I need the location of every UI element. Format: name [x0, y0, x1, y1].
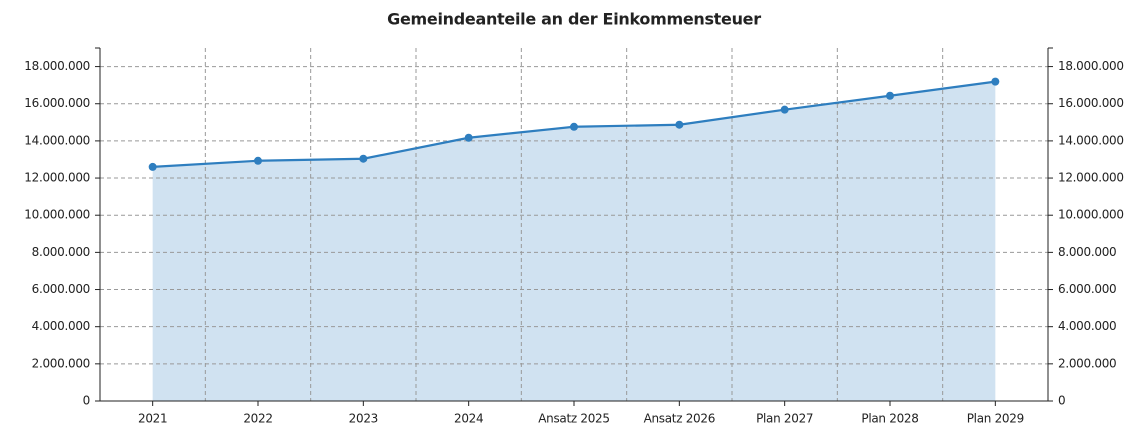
x-tick-label: 2021: [138, 412, 167, 426]
y-tick-label: 0: [83, 394, 90, 408]
x-tick-label: 2024: [454, 412, 483, 426]
x-tick-label: Ansatz 2026: [644, 412, 715, 426]
y2-tick-label: 0: [1058, 394, 1065, 408]
x-tick-label: 2023: [349, 412, 378, 426]
y2-tick-label: 14.000.000: [1058, 133, 1124, 147]
y-tick-label: 16.000.000: [24, 96, 90, 110]
point: [464, 133, 473, 142]
point: [148, 162, 157, 171]
x-tick-label: Plan 2027: [756, 412, 813, 426]
point: [359, 154, 368, 163]
y2-tick-label: 6.000.000: [1058, 282, 1116, 296]
y-tick-label: 18.000.000: [24, 59, 90, 73]
y-tick-label: 2.000.000: [32, 356, 90, 370]
y2-tick-label: 18.000.000: [1058, 59, 1124, 73]
y-tick-label: 6.000.000: [32, 282, 90, 296]
y-tick-label: 4.000.000: [32, 319, 90, 333]
point: [254, 156, 262, 165]
x-tick-label: Plan 2029: [967, 412, 1024, 426]
point: [991, 77, 1000, 86]
x-tick-label: Ansatz 2025: [538, 412, 609, 426]
y2-tick-label: 8.000.000: [1058, 245, 1116, 259]
point: [780, 105, 789, 114]
x-tick-label: Plan 2028: [861, 412, 918, 426]
y2-tick-label: 12.000.000: [1058, 171, 1124, 185]
point: [886, 91, 894, 100]
x-tick-label: 2022: [243, 412, 272, 426]
y2-tick-label: 16.000.000: [1058, 96, 1124, 110]
y2-tick-label: 10.000.000: [1058, 208, 1124, 222]
y-tick-label: 14.000.000: [24, 133, 90, 147]
point: [570, 122, 578, 131]
y2-tick-label: 4.000.000: [1058, 319, 1116, 333]
y-tick-label: 10.000.000: [24, 208, 90, 222]
y-tick-label: 8.000.000: [32, 245, 90, 259]
y-tick-label: 12.000.000: [24, 171, 90, 185]
y2-tick-label: 2.000.000: [1058, 356, 1116, 370]
chart-title: Gemeindeanteile an der Einkommensteuer: [387, 10, 761, 29]
point: [675, 120, 684, 129]
